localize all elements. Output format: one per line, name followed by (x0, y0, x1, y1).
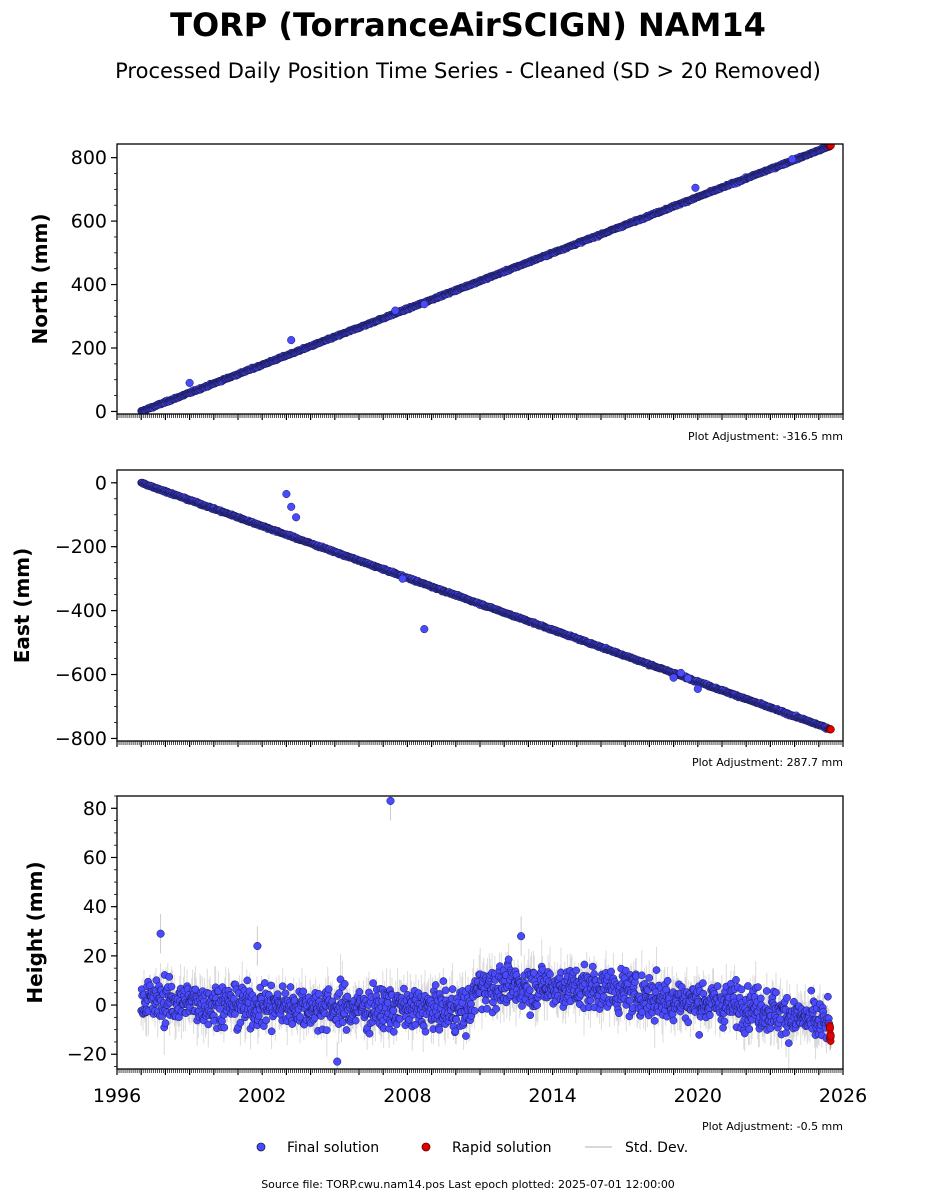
final-point (693, 684, 702, 693)
final-point (391, 306, 400, 315)
data-points (137, 478, 835, 734)
y-tick-label: 200 (71, 338, 107, 360)
final-point (684, 674, 693, 683)
plot-area (137, 144, 835, 414)
rapid-point (827, 144, 835, 150)
final-point (691, 183, 700, 192)
y-tick-label: 400 (71, 274, 107, 296)
y-tick-label: 0 (95, 401, 107, 423)
y-axis-label: North (mm) (28, 213, 52, 344)
final-point (420, 300, 429, 309)
plot-area (137, 478, 835, 734)
final-point (788, 155, 797, 164)
y-tick-label: −600 (55, 664, 107, 686)
panels: 0 200 400 600 800 North (mm) Plot Adjustment: … (10, 143, 867, 1133)
panel-1: 0 200 400 600 800 North (mm) Plot Adjustment: … (28, 143, 844, 443)
chart-title: TORP (TorranceAirSCIGN) NAM14 (170, 6, 766, 44)
y-tick-label: −800 (55, 728, 107, 750)
y-tick-label: 800 (71, 147, 107, 169)
y-tick-label: 0 (95, 472, 107, 494)
final-point (287, 336, 296, 345)
y-tick-label: −200 (55, 536, 107, 558)
final-point (398, 574, 407, 583)
final-point (287, 502, 296, 511)
y-tick-label: 600 (71, 211, 107, 233)
y-tick-label: −400 (55, 600, 107, 622)
final-point (185, 378, 194, 387)
final-point (292, 513, 301, 522)
final-point (669, 673, 678, 682)
data-points (137, 144, 835, 414)
rapid-point (827, 725, 835, 734)
plot-adjustment: Plot Adjustment: -316.5 mm (688, 430, 843, 443)
final-point (420, 625, 429, 634)
chart-subtitle: Processed Daily Position Time Series - C… (115, 59, 821, 83)
final-point (676, 668, 685, 677)
final-point (282, 489, 291, 499)
